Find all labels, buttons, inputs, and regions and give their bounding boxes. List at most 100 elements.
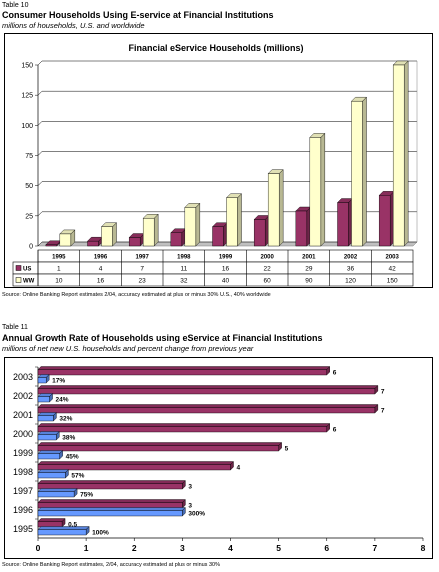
chart2-x-tick-label: 0	[36, 543, 41, 553]
chart2-y-tick-label: 2003	[13, 372, 33, 382]
chart1-gridline-depth	[37, 90, 43, 96]
table11-title: Annual Growth Rate of Households using e…	[2, 333, 323, 343]
chart2-y-tick-label: 1996	[13, 505, 33, 515]
chart2-bar-percent-2001	[37, 415, 54, 422]
chart1-x-tick-label: 2001	[302, 255, 316, 261]
chart1-gridline-depth	[37, 211, 43, 217]
chart2-x-tick-label: 6	[324, 543, 329, 553]
chart1-x-tick-label: 1998	[177, 255, 191, 261]
chart2-bar-households-2003	[37, 369, 327, 376]
chart2-y-tick-label: 1999	[13, 448, 33, 458]
chart2-bar-top	[37, 431, 60, 435]
chart2-data-label: 6	[333, 427, 337, 434]
chart1-table-cell: 16	[222, 266, 230, 273]
chart2-data-label: 17%	[52, 378, 65, 385]
chart1-x-tick-label: 2002	[344, 255, 358, 261]
chart1-table-cell: 32	[180, 278, 188, 285]
chart2-bar-households-2001	[37, 407, 376, 414]
chart1-bar-us-1998	[170, 232, 183, 247]
chart1-table-cell: 90	[305, 278, 313, 285]
chart2-bar-households-2002	[37, 388, 376, 395]
chart1-y-tick-label: 50	[25, 183, 33, 190]
chart1-table-cell: 11	[180, 266, 187, 273]
chart2-bar-top	[37, 442, 283, 446]
chart1-table-cell: 1	[57, 266, 61, 273]
chart1-y-tick-label: 75	[25, 153, 33, 160]
chart1-gridline-depth	[37, 181, 43, 186]
chart1-bar-us-1995	[45, 244, 58, 247]
chart1-legend-key-us	[15, 265, 22, 271]
chart1-bar-ww-2002	[351, 100, 363, 247]
chart2-bar-top	[37, 404, 379, 408]
chart1-bar-us-1999	[212, 226, 224, 247]
chart1-table-row	[12, 273, 414, 287]
chart2-bar-top	[37, 518, 66, 522]
chart1-bar-us-1997	[128, 237, 141, 247]
chart1-x-tick-label: 2000	[260, 255, 274, 261]
chart1-table-cell: 7	[140, 266, 144, 273]
chart1-table-cell: 120	[345, 278, 356, 285]
chart1-table-cell: 60	[264, 278, 272, 285]
chart1-bar-us-2000	[253, 219, 266, 247]
chart1-gridline-depth	[37, 241, 43, 247]
chart1-x-tick-label: 1996	[94, 255, 108, 261]
chart2-bar-top	[37, 461, 234, 465]
chart2-data-label: 38%	[62, 435, 75, 442]
chart2-bar-top	[37, 423, 331, 427]
chart2-bar-top	[37, 507, 186, 511]
chart1-bar-us-2001	[295, 210, 308, 247]
chart1-x-tick-label: 1995	[52, 255, 66, 261]
chart1-bar-ww-1995	[59, 233, 72, 247]
chart1-bar-ww-1998	[184, 207, 197, 247]
chart1-bar-us-2002	[337, 202, 349, 247]
chart1-table-cell: 10	[55, 278, 63, 285]
chart1-legend-key-ww	[15, 277, 22, 283]
chart2-x-tick-label: 3	[180, 543, 185, 553]
chart1-table-cell: 40	[222, 278, 230, 285]
chart1-y-tick-label: 125	[21, 93, 33, 100]
chart1-gridline-depth	[37, 60, 43, 66]
table11-source: Source: Online Banking Report estimates,…	[2, 562, 220, 568]
chart1-bar-ww-2001	[309, 137, 322, 247]
chart2-bar-top	[37, 488, 78, 492]
chart2-bar-percent-2003	[37, 377, 47, 384]
chart1-wall-top	[38, 61, 417, 65]
chart2-data-label: 0.5	[68, 522, 77, 529]
chart1-bar-ww-2003	[392, 64, 405, 247]
table10-subtitle: millions of households, U.S. and worldwi…	[2, 21, 145, 30]
chart1-gridline-depth	[37, 151, 43, 156]
chart2-bar-households-1997	[37, 483, 183, 490]
chart2-bar-percent-1996	[37, 510, 183, 517]
chart1-table-cell: 150	[387, 278, 398, 285]
chart2-y-tick-label: 2002	[13, 391, 33, 401]
chart2-data-label: 4	[237, 465, 241, 472]
chart2-data-label: 7	[381, 408, 385, 415]
chart1-x-tick-label: 2003	[385, 255, 399, 261]
chart1-bar-us-2003	[378, 195, 391, 247]
table10-label: Table 10	[2, 2, 29, 9]
chart1-y-tick-label: 100	[21, 123, 33, 130]
chart2-bar-top	[37, 450, 64, 454]
chart1-table-cell: 16	[97, 278, 105, 285]
chart2-bar-top	[37, 526, 90, 530]
chart2-data-label: 7	[381, 389, 385, 396]
chart2-bar-households-1996	[37, 502, 183, 509]
table10-source: Source: Online Banking Report estimates …	[2, 292, 271, 298]
chart2-x-tick-label: 1	[84, 543, 89, 553]
chart2-bar-top	[37, 480, 186, 484]
chart2-y-tick-label: 2000	[13, 429, 33, 439]
chart2-bar-percent-1999	[37, 453, 60, 460]
chart1-frame	[4, 33, 433, 288]
chart2-data-label: 3	[188, 484, 192, 491]
chart1-bar-ww-1997	[142, 218, 155, 247]
chart2-frame	[4, 357, 433, 559]
chart1-x-tick-label: 1997	[135, 255, 149, 261]
chart2-bar-top	[37, 469, 69, 473]
chart2-bar-households-1999	[37, 445, 279, 452]
chart2-data-label: 300%	[188, 511, 205, 518]
chart2-y-tick-label: 2001	[13, 410, 33, 420]
chart2-bar-households-1998	[37, 464, 231, 471]
chart1-bar-us-1996	[87, 240, 99, 247]
chart1-title: Financial eService Households (millions)	[128, 43, 303, 53]
